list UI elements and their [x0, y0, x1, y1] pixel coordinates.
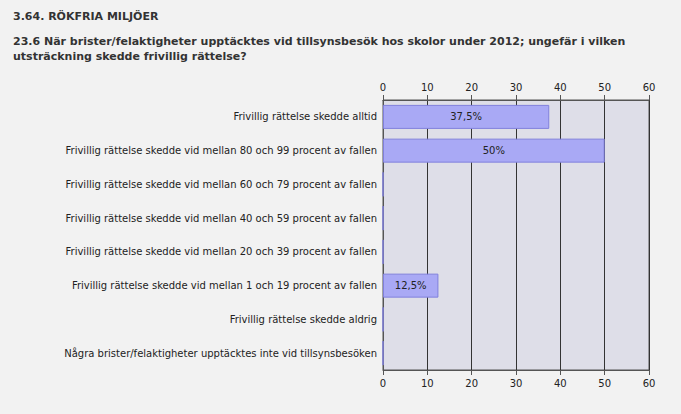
- svg-text:50: 50: [598, 378, 611, 389]
- svg-text:40: 40: [554, 82, 567, 93]
- svg-text:10: 10: [421, 82, 434, 93]
- svg-text:37,5%: 37,5%: [450, 111, 482, 122]
- svg-text:23.6 När brister/felaktigheter: 23.6 När brister/felaktigheter upptäckte…: [13, 35, 629, 48]
- svg-text:Frivillig rättelse skedde aldr: Frivillig rättelse skedde aldrig: [230, 314, 377, 325]
- svg-text:50: 50: [598, 82, 611, 93]
- svg-text:30: 30: [510, 378, 523, 389]
- svg-text:Frivillig rättelse skedde vid: Frivillig rättelse skedde vid mellan 80 …: [66, 145, 377, 156]
- svg-text:60: 60: [643, 378, 656, 389]
- svg-text:0: 0: [380, 378, 386, 389]
- svg-text:3.64. RÖKFRIA MILJÖER: 3.64. RÖKFRIA MILJÖER: [13, 9, 159, 23]
- svg-text:20: 20: [465, 378, 478, 389]
- svg-text:Frivillig rättelse skedde vid: Frivillig rättelse skedde vid mellan 20 …: [66, 246, 377, 257]
- svg-text:0: 0: [380, 82, 386, 93]
- svg-text:30: 30: [510, 82, 523, 93]
- svg-text:Frivillig rättelse skedde vid: Frivillig rättelse skedde vid mellan 40 …: [66, 213, 377, 224]
- svg-text:Frivillig rättelse skedde allt: Frivillig rättelse skedde alltid: [233, 111, 377, 122]
- svg-text:Frivillig rättelse skedde vid: Frivillig rättelse skedde vid mellan 1 o…: [72, 280, 377, 291]
- svg-text:20: 20: [465, 82, 478, 93]
- svg-text:utsträckning skedde frivillig: utsträckning skedde frivillig rättelse?: [13, 50, 247, 63]
- svg-text:50%: 50%: [483, 145, 505, 156]
- svg-text:Frivillig rättelse skedde vid: Frivillig rättelse skedde vid mellan 60 …: [66, 179, 377, 190]
- svg-text:10: 10: [421, 378, 434, 389]
- svg-text:60: 60: [643, 82, 656, 93]
- svg-text:Några brister/felaktigheter up: Några brister/felaktigheter upptäcktes i…: [64, 347, 377, 359]
- svg-text:40: 40: [554, 378, 567, 389]
- svg-text:12,5%: 12,5%: [395, 280, 427, 291]
